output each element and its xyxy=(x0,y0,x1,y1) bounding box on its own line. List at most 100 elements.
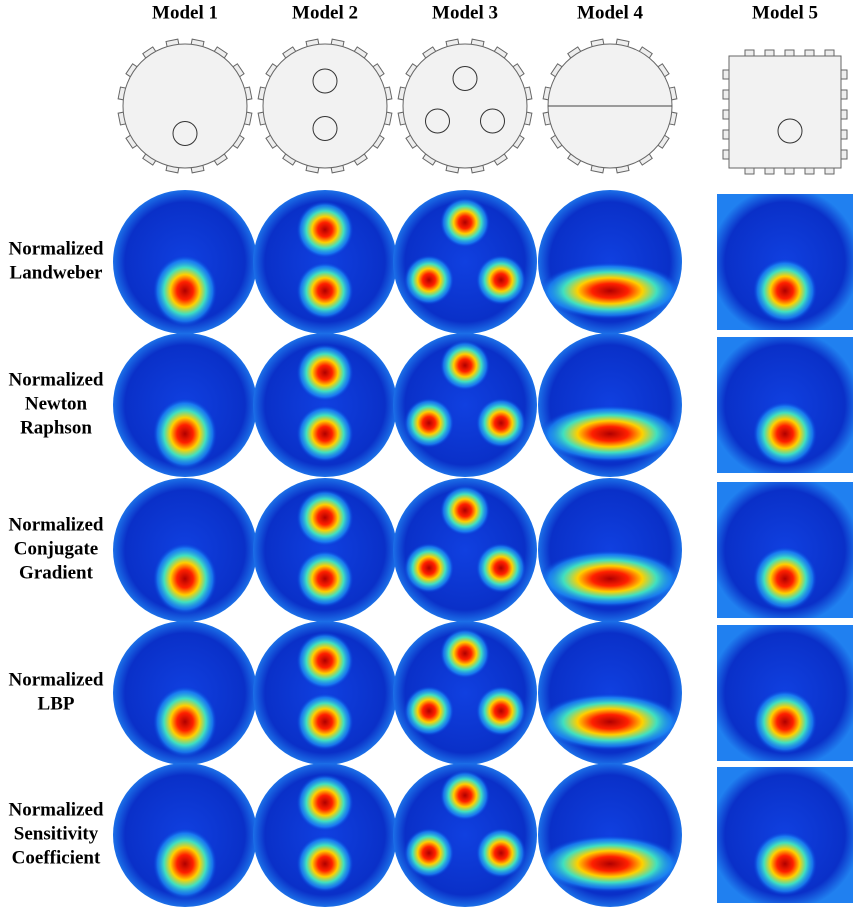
reconstruction xyxy=(717,767,853,903)
column-header: Model 1 xyxy=(152,2,218,23)
row-label: Newton xyxy=(25,393,88,414)
image xyxy=(253,333,397,477)
reconstruction xyxy=(393,478,537,622)
reconstruction xyxy=(113,190,257,334)
electrode xyxy=(764,49,775,57)
hotspot xyxy=(403,397,455,449)
electrode xyxy=(722,109,730,120)
electrode xyxy=(840,89,848,100)
electrode xyxy=(840,149,848,160)
hotspot xyxy=(296,262,354,320)
image xyxy=(717,194,853,330)
reconstruction xyxy=(538,190,682,334)
reconstruction xyxy=(253,190,397,334)
inclusion xyxy=(172,121,198,146)
image xyxy=(113,621,257,765)
electrode xyxy=(722,149,730,160)
electrode xyxy=(744,167,755,175)
hotspot xyxy=(752,831,818,897)
electrode xyxy=(784,49,795,57)
hotspot xyxy=(538,405,682,463)
image xyxy=(717,625,853,761)
row-label: Coefficient xyxy=(12,847,101,868)
reconstruction xyxy=(538,333,682,477)
reconstruction xyxy=(393,190,537,334)
row-label: Raphson xyxy=(20,417,92,438)
hotspot xyxy=(439,340,491,391)
column-header: Model 4 xyxy=(577,2,643,23)
row-label: Normalized xyxy=(9,369,104,390)
image xyxy=(538,621,682,765)
hotspot xyxy=(403,827,455,879)
mesh-circle xyxy=(262,43,388,169)
electrode xyxy=(722,69,730,80)
hotspot xyxy=(475,542,527,594)
image xyxy=(393,190,537,334)
hotspot xyxy=(475,827,527,879)
hotspot xyxy=(296,405,354,463)
mesh-circle xyxy=(402,43,528,169)
hotspot xyxy=(752,689,818,755)
electrode xyxy=(722,129,730,140)
image xyxy=(538,190,682,334)
reconstruction xyxy=(717,482,853,618)
electrode xyxy=(824,167,835,175)
image xyxy=(113,190,257,334)
hotspot xyxy=(403,542,455,594)
hotspot xyxy=(439,197,491,248)
hotspot xyxy=(475,685,527,737)
hotspot xyxy=(296,773,354,832)
image xyxy=(538,333,682,477)
image xyxy=(113,763,257,907)
inclusion xyxy=(452,66,478,91)
electrode xyxy=(804,167,815,175)
image xyxy=(253,763,397,907)
reconstruction xyxy=(717,194,853,330)
row-label: Gradient xyxy=(19,562,94,583)
image xyxy=(253,621,397,765)
image xyxy=(253,190,397,334)
electrode xyxy=(764,167,775,175)
image xyxy=(253,478,397,622)
image xyxy=(393,478,537,622)
reconstruction xyxy=(538,621,682,765)
mesh-square xyxy=(728,55,842,169)
image xyxy=(393,763,537,907)
reconstruction xyxy=(113,478,257,622)
image xyxy=(538,763,682,907)
hotspot xyxy=(152,542,218,615)
image xyxy=(113,333,257,477)
hotspot xyxy=(296,835,354,893)
electrode xyxy=(840,69,848,80)
row-label: Normalized xyxy=(9,799,104,820)
hotspot xyxy=(475,397,527,449)
inclusion xyxy=(312,68,338,94)
hotspot xyxy=(538,262,682,320)
hotspot xyxy=(538,550,682,608)
reconstruction xyxy=(253,478,397,622)
image xyxy=(113,478,257,622)
hotspot xyxy=(752,401,818,467)
hotspot xyxy=(152,827,218,900)
hotspot xyxy=(296,200,354,259)
reconstruction xyxy=(253,621,397,765)
image xyxy=(717,337,853,473)
row-label: Normalized xyxy=(9,514,104,535)
hotspot xyxy=(296,693,354,751)
image xyxy=(538,478,682,622)
electrode xyxy=(784,167,795,175)
hotspot xyxy=(152,254,218,327)
row-label: Conjugate xyxy=(14,538,98,559)
reconstruction xyxy=(253,333,397,477)
hotspot xyxy=(296,488,354,547)
hotspot xyxy=(296,343,354,402)
hotspot xyxy=(152,397,218,470)
electrode xyxy=(744,49,755,57)
image xyxy=(717,482,853,618)
electrode xyxy=(840,129,848,140)
mesh-circle xyxy=(122,43,248,169)
row-label: Normalized xyxy=(9,238,104,259)
hotspot xyxy=(752,546,818,612)
reconstruction xyxy=(393,621,537,765)
